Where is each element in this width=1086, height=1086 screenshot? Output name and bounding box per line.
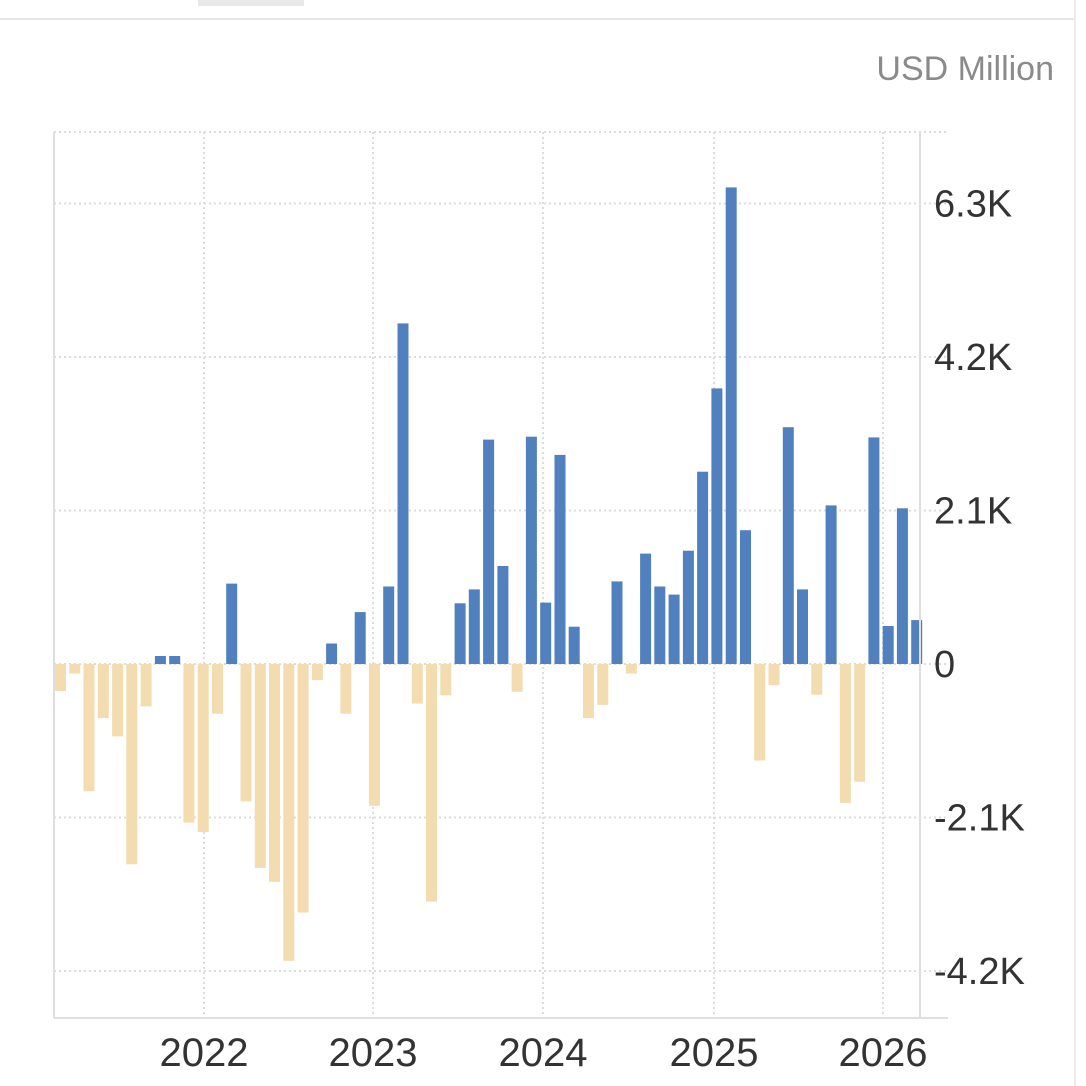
y-tick-label-4: -2.1K <box>934 798 1025 840</box>
bar-29[interactable] <box>468 589 480 664</box>
bar-49[interactable] <box>754 664 766 761</box>
bar-52[interactable] <box>797 589 808 664</box>
bar-42[interactable] <box>654 586 666 665</box>
bar-17[interactable] <box>297 664 309 913</box>
bar-1[interactable] <box>69 664 81 674</box>
bar-34[interactable] <box>540 602 552 664</box>
bar-56[interactable] <box>854 664 866 782</box>
bar-22[interactable] <box>368 664 380 806</box>
bar-13[interactable] <box>240 664 252 802</box>
bar-47[interactable] <box>725 187 737 664</box>
bar-6[interactable] <box>140 664 152 707</box>
bar-33[interactable] <box>525 436 537 664</box>
bar-12[interactable] <box>226 583 238 664</box>
bar-0[interactable] <box>55 664 66 691</box>
bar-10[interactable] <box>197 664 209 833</box>
unit-label: USD Million <box>876 50 1054 88</box>
bar-4[interactable] <box>112 664 124 737</box>
bar-15[interactable] <box>269 664 280 882</box>
bar-9[interactable] <box>183 664 195 823</box>
tab-indicator[interactable] <box>198 0 304 6</box>
bar-57[interactable] <box>868 437 880 664</box>
bar-40[interactable] <box>625 664 637 674</box>
bar-30[interactable] <box>483 439 495 664</box>
y-axis-labels: 6.3K 4.2K 2.1K 0 -2.1K -4.2K <box>934 183 1025 993</box>
bar-21[interactable] <box>354 612 366 664</box>
bar-23[interactable] <box>383 586 395 665</box>
top-bar <box>0 0 1076 20</box>
y-tick-label-3: 0 <box>934 644 955 686</box>
bar-60[interactable] <box>911 620 923 664</box>
bar-41[interactable] <box>640 553 652 664</box>
bar-36[interactable] <box>568 626 580 664</box>
bar-5[interactable] <box>126 664 138 865</box>
bar-59[interactable] <box>896 508 908 664</box>
y-tick-label-1: 4.2K <box>934 337 1012 379</box>
y-tick-label-0: 6.3K <box>934 183 1012 225</box>
bar-58[interactable] <box>882 626 894 664</box>
bar-46[interactable] <box>711 388 723 664</box>
bar-24[interactable] <box>397 323 409 664</box>
bar-8[interactable] <box>169 656 181 664</box>
bar-26[interactable] <box>426 664 437 902</box>
bar-37[interactable] <box>583 664 594 719</box>
x-tick-label-0: 2022 <box>160 1031 249 1075</box>
y-tick-label-2: 2.1K <box>934 490 1012 532</box>
bar-11[interactable] <box>212 664 223 714</box>
bar-45[interactable] <box>697 471 709 664</box>
bar-35[interactable] <box>554 454 566 664</box>
bar-3[interactable] <box>97 664 109 719</box>
bar-48[interactable] <box>740 530 751 664</box>
panel-edge <box>1074 0 1076 1086</box>
bars <box>55 187 923 961</box>
bar-53[interactable] <box>811 664 823 695</box>
bar-20[interactable] <box>340 664 352 714</box>
bar-7[interactable] <box>154 656 166 664</box>
bar-43[interactable] <box>668 594 680 664</box>
bar-39[interactable] <box>611 581 623 664</box>
bar-2[interactable] <box>83 664 95 792</box>
bar-14[interactable] <box>254 664 266 868</box>
bar-54[interactable] <box>825 505 837 664</box>
bar-25[interactable] <box>411 664 423 704</box>
bar-32[interactable] <box>511 664 523 692</box>
y-tick-label-5: -4.2K <box>934 951 1025 993</box>
bar-50[interactable] <box>768 664 780 686</box>
x-tick-label-2: 2024 <box>499 1031 588 1075</box>
bar-18[interactable] <box>311 664 323 681</box>
x-tick-label-3: 2025 <box>670 1031 759 1075</box>
bar-31[interactable] <box>497 566 509 664</box>
grid-lines <box>54 131 948 1018</box>
x-tick-label-4: 2026 <box>839 1031 928 1075</box>
bar-27[interactable] <box>440 664 452 696</box>
axes <box>53 132 948 1019</box>
bar-38[interactable] <box>597 664 609 705</box>
bar-28[interactable] <box>454 603 466 664</box>
x-axis-labels: 2022 2023 2024 2025 2026 <box>160 1031 928 1075</box>
x-tick-label-1: 2023 <box>329 1031 418 1075</box>
bar-19[interactable] <box>326 643 338 665</box>
bar-44[interactable] <box>682 550 694 664</box>
bar-55[interactable] <box>839 664 851 803</box>
bar-51[interactable] <box>782 427 794 664</box>
bar-16[interactable] <box>283 664 295 961</box>
